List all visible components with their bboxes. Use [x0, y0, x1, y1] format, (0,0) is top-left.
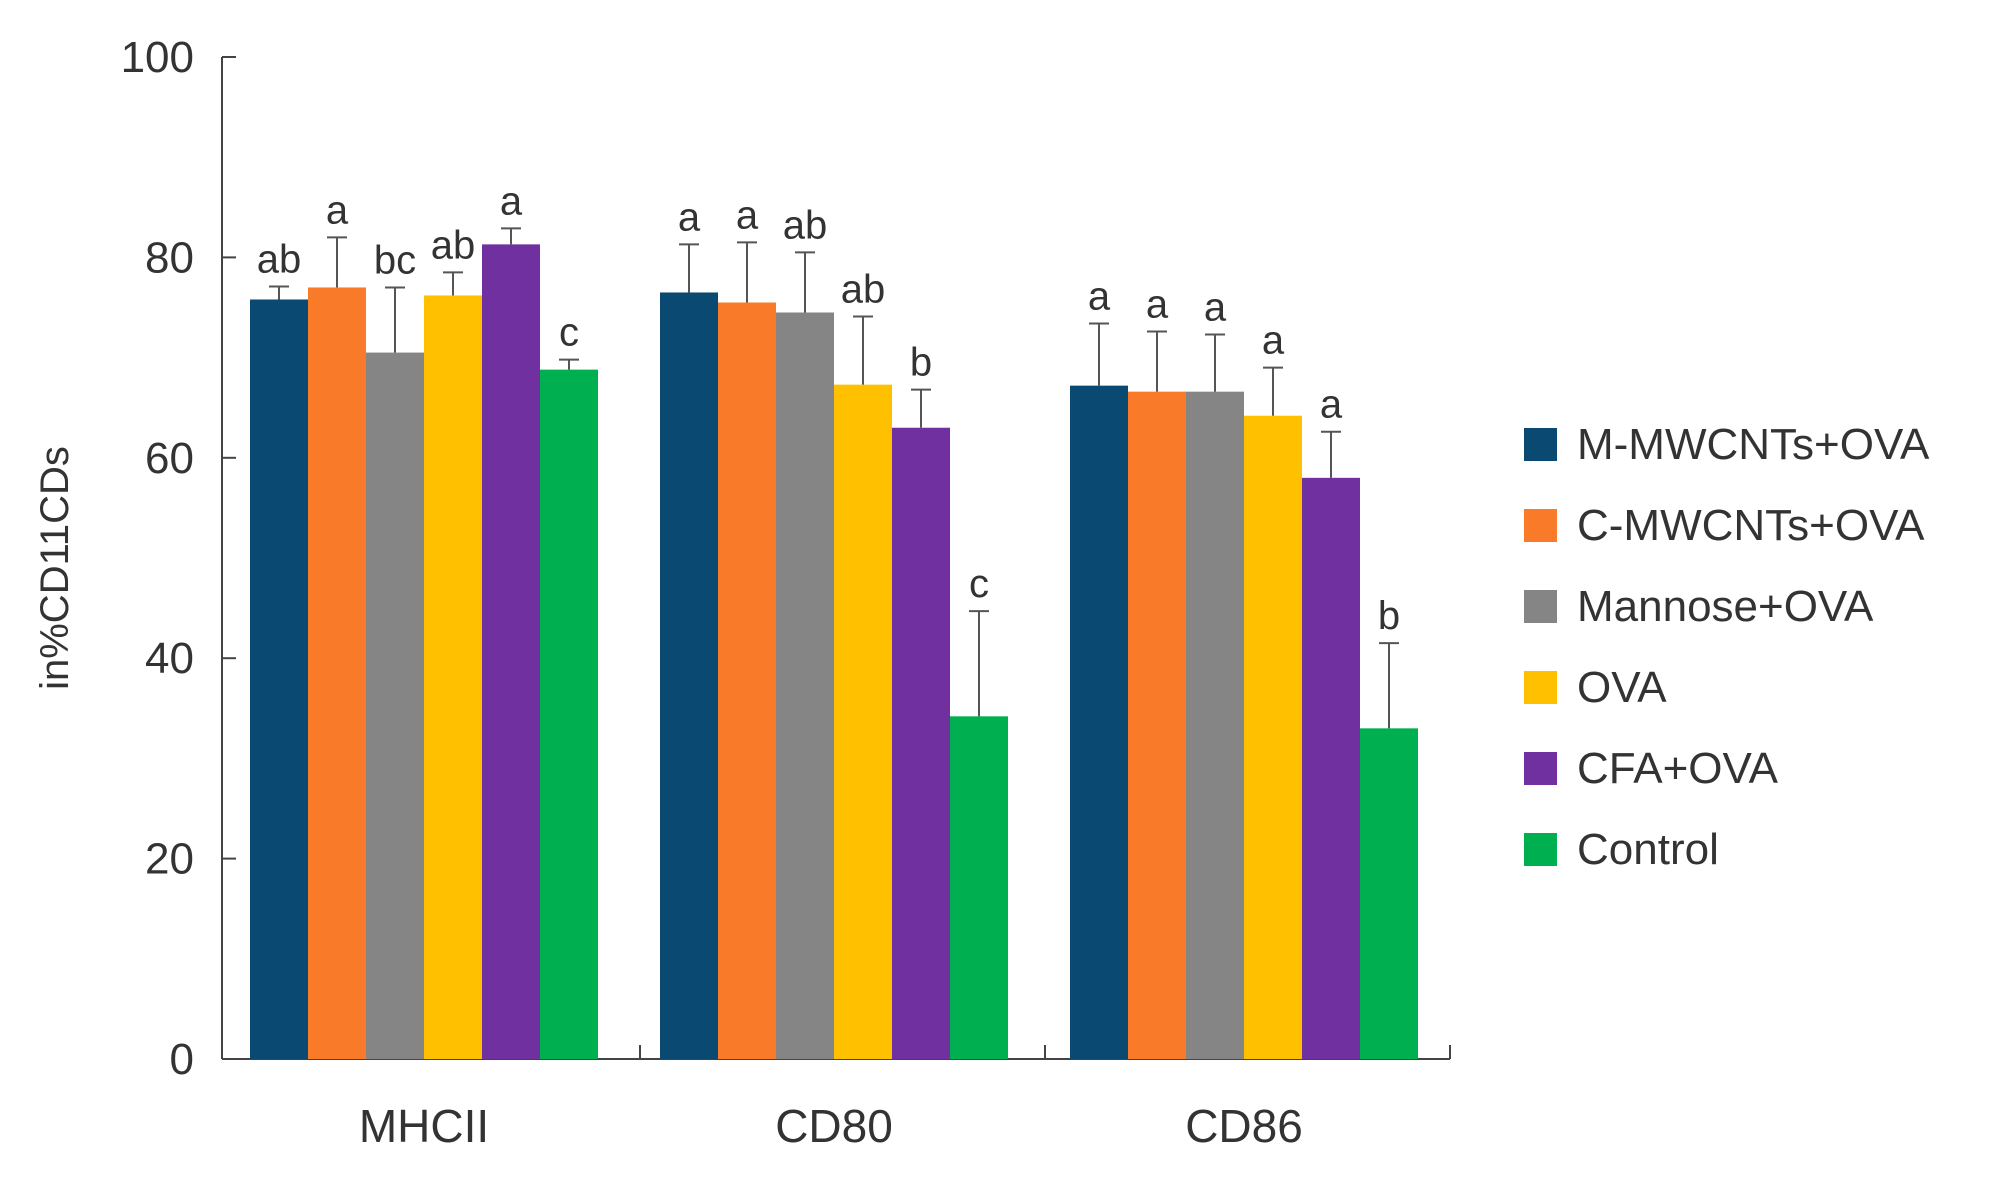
- significance-label: a: [1146, 283, 1169, 327]
- significance-label: a: [1204, 286, 1227, 330]
- bar-mhcii-3: [424, 295, 482, 1059]
- bar-cd86-2: [1186, 391, 1244, 1060]
- significance-label: ab: [783, 203, 828, 247]
- bar-cd80-2: [776, 312, 834, 1059]
- significance-label: a: [326, 188, 349, 232]
- bar-cd80-4: [892, 427, 950, 1059]
- significance-label: ab: [431, 223, 476, 267]
- y-tick-label: 40: [145, 634, 194, 683]
- significance-label: b: [910, 341, 932, 385]
- significance-label: a: [736, 193, 759, 237]
- legend-label: CFA+OVA: [1577, 744, 1779, 793]
- bar-cd80-0: [660, 292, 718, 1060]
- legend-label: Mannose+OVA: [1577, 582, 1874, 631]
- significance-label: a: [1262, 319, 1285, 363]
- bar-mhcii-0: [250, 299, 308, 1059]
- axes: 0 20 40 60 80 100 in%CD11CDs MHCII CD80 CD86: [33, 33, 1451, 1152]
- x-category-label: CD80: [775, 1100, 893, 1152]
- legend-swatch: [1524, 509, 1557, 542]
- legend-swatch: [1524, 671, 1557, 704]
- error-bars: [269, 227, 1399, 729]
- significance-label: a: [500, 179, 523, 223]
- legend-swatch: [1524, 833, 1557, 866]
- y-tick-label: 100: [121, 33, 194, 82]
- legend-swatch: [1524, 590, 1557, 623]
- significance-label: c: [969, 562, 989, 606]
- legend: M-MWCNTs+OVA C-MWCNTs+OVA Mannose+OVA OVA CF…: [1524, 420, 1930, 874]
- bar-cd86-3: [1244, 415, 1302, 1059]
- significance-label: a: [1088, 275, 1111, 319]
- y-axis-label: in%CD11CDs: [33, 446, 77, 690]
- bar-cd80-3: [834, 384, 892, 1059]
- significance-label: c: [559, 311, 579, 355]
- bar-mhcii-5: [540, 369, 598, 1059]
- legend-swatch: [1524, 752, 1557, 785]
- significance-label: bc: [374, 238, 416, 282]
- x-category-label: CD86: [1185, 1100, 1303, 1152]
- legend-label: C-MWCNTs+OVA: [1577, 501, 1925, 550]
- significance-label: a: [678, 195, 701, 239]
- y-tick-label: 80: [145, 233, 194, 282]
- bar-cd86-5: [1360, 728, 1418, 1059]
- significance-label: ab: [841, 268, 886, 312]
- bar-cd86-0: [1070, 385, 1128, 1059]
- significance-label: a: [1320, 383, 1343, 427]
- legend-label: OVA: [1577, 663, 1667, 712]
- y-tick-label: 0: [170, 1035, 194, 1084]
- bar-mhcii-2: [366, 352, 424, 1060]
- bar-cd80-1: [718, 302, 776, 1059]
- legend-label: M-MWCNTs+OVA: [1577, 420, 1930, 469]
- significance-label: b: [1378, 594, 1400, 638]
- bar-cd86-1: [1128, 391, 1186, 1060]
- bars: [250, 244, 1418, 1060]
- bar-cd80-5: [950, 716, 1008, 1059]
- legend-swatch: [1524, 428, 1557, 461]
- legend-label: Control: [1577, 825, 1719, 874]
- y-tick-label: 60: [145, 434, 194, 483]
- y-tick-label: 20: [145, 835, 194, 884]
- bar-mhcii-1: [308, 287, 366, 1060]
- significance-label: ab: [257, 237, 302, 281]
- bar-cd86-4: [1302, 477, 1360, 1060]
- x-category-label: MHCII: [359, 1100, 489, 1152]
- bar-mhcii-4: [482, 244, 540, 1059]
